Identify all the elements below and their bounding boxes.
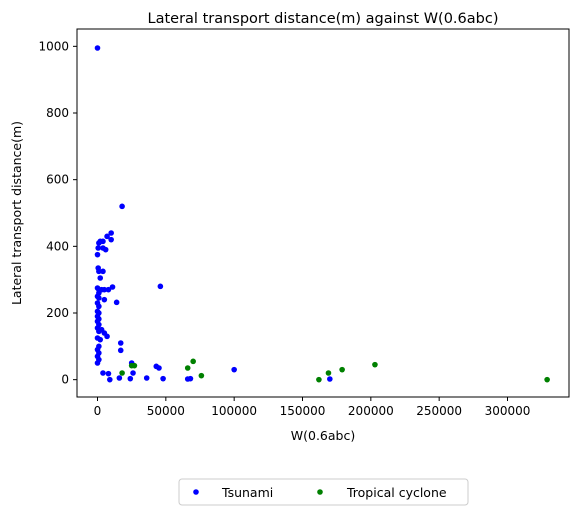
point-tsunami bbox=[97, 336, 104, 343]
point-tsunami bbox=[96, 295, 102, 301]
point-tsunami bbox=[107, 376, 113, 383]
point-tropical-cyclone bbox=[119, 370, 125, 376]
point-tropical-cyclone bbox=[131, 362, 138, 369]
point-tropical-cyclone bbox=[544, 376, 550, 383]
legend-label-tropical-cyclone: Tropical cyclone bbox=[346, 485, 447, 500]
point-tropical-cyclone bbox=[372, 361, 378, 368]
point-tsunami bbox=[117, 347, 124, 354]
point-tsunami bbox=[108, 236, 114, 243]
point-tsunami bbox=[117, 340, 124, 346]
legend: Tsunami Tropical cyclone bbox=[178, 478, 469, 506]
y-tick-label: 1000 bbox=[38, 39, 69, 53]
point-tropical-cyclone bbox=[339, 366, 345, 373]
data-points bbox=[94, 45, 550, 383]
point-tsunami bbox=[119, 203, 125, 210]
point-tsunami bbox=[94, 251, 101, 258]
x-tick-label: 200000 bbox=[348, 404, 394, 418]
point-tsunami bbox=[143, 375, 150, 381]
point-tropical-cyclone bbox=[190, 358, 196, 365]
point-tsunami bbox=[105, 370, 112, 377]
point-tropical-cyclone bbox=[198, 372, 205, 379]
y-tick-label: 400 bbox=[46, 239, 69, 253]
point-tsunami bbox=[105, 286, 112, 293]
point-tsunami bbox=[97, 275, 104, 281]
legend-marker-tropical-cyclone bbox=[317, 489, 323, 495]
point-tsunami bbox=[96, 268, 102, 275]
y-tick-label: 200 bbox=[46, 306, 69, 320]
y-tick-label: 0 bbox=[61, 373, 69, 387]
plot-frame bbox=[76, 28, 570, 398]
point-tsunami bbox=[109, 284, 116, 290]
plot-area: 0 50000 100000 150000 200000 250000 300000 0 20… bbox=[38, 28, 570, 418]
legend-label-tsunami: Tsunami bbox=[221, 485, 273, 500]
point-tsunami bbox=[127, 375, 134, 382]
point-tsunami bbox=[104, 333, 110, 340]
point-tsunami bbox=[116, 375, 123, 381]
point-tsunami bbox=[160, 375, 166, 382]
point-tsunami bbox=[96, 303, 102, 310]
point-tsunami bbox=[100, 268, 106, 275]
legend-box bbox=[178, 478, 469, 506]
point-tsunami bbox=[130, 370, 136, 376]
x-tick-label: 250000 bbox=[416, 404, 462, 418]
point-tsunami bbox=[100, 370, 106, 376]
point-tsunami bbox=[101, 286, 108, 293]
x-tick-label: 0 bbox=[94, 404, 102, 418]
point-tsunami bbox=[187, 375, 194, 382]
y-axis: 0 200 400 600 800 1000 bbox=[38, 39, 77, 387]
point-tsunami bbox=[113, 299, 120, 306]
point-tsunami bbox=[96, 240, 102, 246]
point-tsunami bbox=[101, 296, 108, 303]
x-tick-label: 100000 bbox=[211, 404, 257, 418]
point-tsunami bbox=[94, 360, 101, 366]
point-tsunami bbox=[108, 230, 114, 236]
x-tick-label: 50000 bbox=[147, 404, 185, 418]
point-tsunami bbox=[95, 245, 101, 251]
x-tick-label: 300000 bbox=[485, 404, 531, 418]
point-tsunami bbox=[231, 366, 237, 373]
x-tick-label: 150000 bbox=[280, 404, 326, 418]
point-tropical-cyclone bbox=[325, 370, 332, 376]
x-axis: 0 50000 100000 150000 200000 250000 300000 bbox=[94, 397, 531, 418]
point-tropical-cyclone bbox=[184, 365, 191, 371]
y-tick-label: 800 bbox=[46, 106, 69, 120]
y-tick-label: 600 bbox=[46, 173, 69, 187]
point-tsunami bbox=[96, 328, 102, 335]
point-tsunami bbox=[94, 45, 101, 51]
point-tsunami bbox=[327, 376, 333, 382]
point-tsunami bbox=[102, 246, 109, 253]
y-axis-label: Lateral transport distance(m) bbox=[9, 121, 24, 305]
point-tsunami bbox=[157, 283, 164, 290]
point-tsunami bbox=[104, 233, 110, 240]
legend-marker-tsunami bbox=[193, 489, 199, 495]
point-tsunami bbox=[156, 365, 162, 371]
x-axis-label: W(0.6abc) bbox=[291, 428, 355, 443]
point-tropical-cyclone bbox=[316, 376, 322, 383]
chart-title: Lateral transport distance(m) against W(… bbox=[148, 11, 499, 27]
